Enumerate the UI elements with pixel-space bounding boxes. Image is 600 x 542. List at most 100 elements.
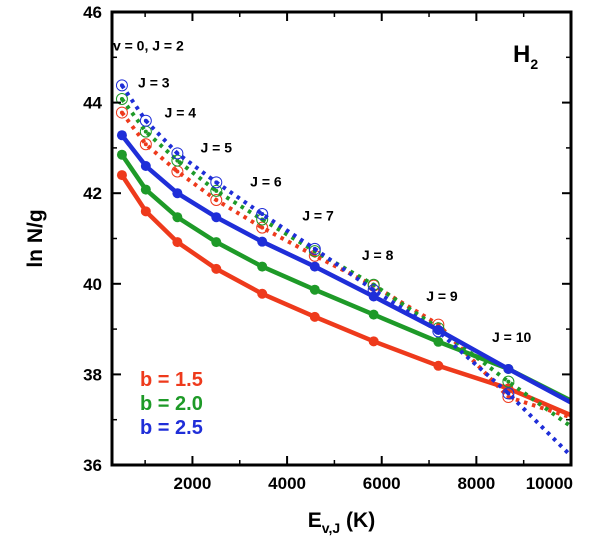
fit-marker (309, 261, 320, 272)
fit-marker (309, 284, 320, 295)
x-tick-label: 2000 (174, 474, 212, 493)
level-label: J = 8 (362, 247, 394, 263)
legend-entry: b = 2.5 (140, 417, 203, 439)
level-label: J = 4 (165, 105, 197, 121)
data-marker-ring (115, 106, 128, 119)
fit-marker (140, 184, 151, 195)
legend-entry: b = 2.0 (140, 393, 203, 415)
fit-marker (116, 170, 127, 181)
data-marker-dot (371, 288, 376, 293)
legend-entry: b = 1.5 (140, 369, 203, 391)
series-fit-line (120, 133, 573, 405)
data-marker-dot (143, 118, 148, 123)
data-marker-ring (139, 138, 152, 151)
data-marker-ring (210, 184, 223, 197)
data-marker-ring (171, 147, 184, 160)
fit-marker (140, 161, 151, 172)
species-label-subscript: 2 (530, 56, 538, 72)
data-marker-ring (502, 375, 515, 388)
data-marker-dot (119, 83, 124, 88)
fit-marker (257, 288, 268, 299)
data-marker-dot (175, 169, 180, 174)
level-label: J = 3 (138, 75, 170, 91)
fit-marker (211, 237, 222, 248)
data-marker-dot (436, 329, 441, 334)
data-marker-ring (210, 176, 223, 189)
data-marker-ring (139, 114, 152, 127)
x-axis-title: Ev,J (K) (308, 509, 375, 536)
data-marker-ring (308, 242, 321, 255)
fit-marker (433, 360, 444, 371)
data-marker-dot (143, 129, 148, 134)
series-3 (115, 79, 573, 458)
data-marker-ring (502, 387, 515, 400)
species-label-main: H (513, 41, 530, 68)
series-fit-line (120, 173, 572, 418)
x-tick-label: 10000 (526, 474, 573, 493)
legend: b = 1.5b = 2.0b = 2.5 (140, 369, 203, 439)
y-tick-label: 38 (83, 365, 102, 384)
fit-marker (309, 311, 320, 322)
fit-marker (140, 206, 151, 217)
fit-marker (368, 336, 379, 347)
series-1 (115, 106, 572, 420)
data-marker-dot (214, 180, 219, 185)
data-marker-dot (143, 142, 148, 147)
fit-marker (116, 149, 127, 160)
fit-marker (172, 212, 183, 223)
y-tick-label: 42 (83, 184, 102, 203)
fit-marker (116, 130, 127, 141)
data-marker-dot (214, 188, 219, 193)
level-label: J = 7 (302, 207, 334, 223)
y-tick-label: 44 (83, 94, 102, 113)
data-marker-dot (260, 212, 265, 217)
fit-marker (368, 291, 379, 302)
x-axis-title-unit: (K) (340, 509, 375, 532)
fit-marker (172, 188, 183, 199)
data-marker-ring (210, 193, 223, 206)
data-marker-dot (260, 225, 265, 230)
data-marker-dot (506, 379, 511, 384)
data-marker-ring (115, 79, 128, 92)
y-tick-label: 36 (83, 456, 102, 475)
fit-marker (211, 212, 222, 223)
series-fit-line (120, 153, 573, 403)
fit-marker (172, 237, 183, 248)
series-data-dotted-line (120, 111, 572, 420)
data-marker-ring (432, 325, 445, 338)
x-tick-label: 8000 (457, 474, 495, 493)
level-label: J = 5 (200, 139, 232, 155)
level-label: J = 10 (492, 329, 532, 345)
fit-marker (433, 336, 444, 347)
ticks-layer: 2000 4000 6000 8000 10000 36 38 40 42 44 46 (83, 3, 573, 493)
data-marker-ring (367, 284, 380, 297)
data-marker-dot (506, 395, 511, 400)
data-marker-dot (175, 158, 180, 163)
x-axis-title-main: E (308, 509, 322, 532)
fit-marker (257, 236, 268, 247)
level-label: v = 0, J = 2 (113, 38, 184, 54)
fit-marker (211, 263, 222, 274)
data-marker-dot (175, 151, 180, 156)
y-axis-title: ln N/g (24, 209, 47, 267)
data-marker-dot (214, 197, 219, 202)
fit-marker (503, 363, 514, 374)
level-label: J = 6 (250, 173, 282, 189)
species-label: H2 (513, 41, 538, 72)
data-marker-dot (119, 96, 124, 101)
data-marker-dot (506, 391, 511, 396)
level-labels-layer: v = 0, J = 2 J = 3 J = 4 J = 5 J = 6 J = 7 J =… (113, 38, 532, 345)
x-axis-title-subscript: v,J (322, 520, 340, 536)
x-tick-label: 6000 (363, 474, 401, 493)
series-layer (115, 79, 573, 458)
data-marker-ring (256, 208, 269, 221)
data-marker-dot (312, 246, 317, 251)
y-tick-label: 40 (83, 275, 102, 294)
level-label: J = 9 (426, 288, 458, 304)
fit-marker (368, 309, 379, 320)
fit-marker (257, 261, 268, 272)
data-marker-dot (119, 110, 124, 115)
series-data-dotted-line (120, 84, 573, 458)
x-tick-label: 4000 (268, 474, 306, 493)
